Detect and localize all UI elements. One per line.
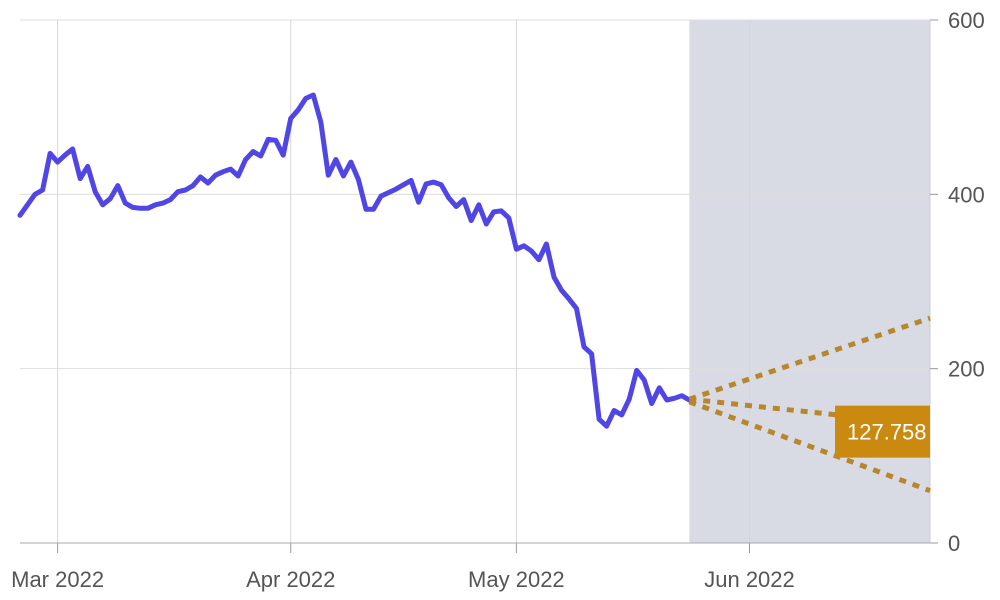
price-line xyxy=(17,92,692,429)
y-tick-label: 400 xyxy=(948,182,985,207)
shaded-forecast-region xyxy=(689,20,930,543)
shaded-region xyxy=(689,20,930,543)
y-tick-label: 200 xyxy=(948,357,985,382)
grid-lines xyxy=(20,19,931,543)
axes: 0 200 400 600 Mar 2022 Apr 2022 May 2022 Jun 20… xyxy=(11,8,985,592)
series-layer xyxy=(17,92,931,494)
value-badge: 127.758 xyxy=(835,405,930,458)
value-badge-box xyxy=(835,405,930,458)
x-tick-label: Apr 2022 xyxy=(246,567,335,592)
x-tick-label: May 2022 xyxy=(468,567,565,592)
forecast-line-3 xyxy=(688,399,931,494)
x-tick-label: Jun 2022 xyxy=(704,567,795,592)
y-tick-label: 0 xyxy=(948,531,960,556)
x-tick-label: Mar 2022 xyxy=(11,567,104,592)
y-tick-label: 600 xyxy=(948,8,985,33)
forecast-line-1 xyxy=(688,315,931,402)
value-badge-label: 127.758 xyxy=(847,420,927,445)
value-badge-group: 127.758 xyxy=(835,405,930,458)
